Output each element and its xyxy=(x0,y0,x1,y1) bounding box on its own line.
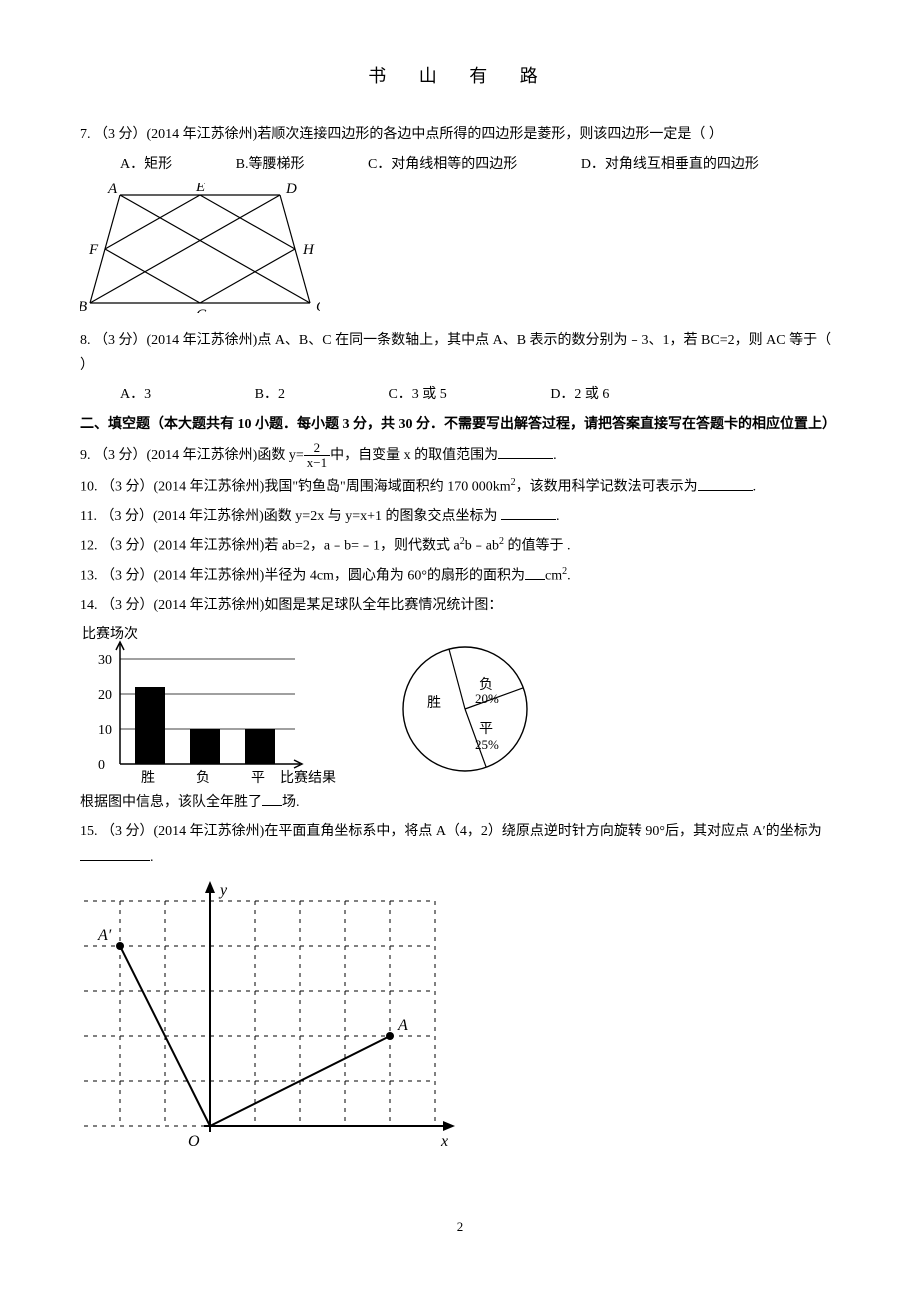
svg-text:F: F xyxy=(88,242,99,258)
q14-charts: 比赛场次0102030胜负平比赛结果 胜负20%平25% xyxy=(80,624,840,784)
question-15: 15. （3 分）(2014 年江苏徐州)在平面直角坐标系中，将点 A（4，2）… xyxy=(80,819,840,869)
question-13: 13. （3 分）(2014 年江苏徐州)半径为 4cm，圆心角为 60°的扇形… xyxy=(80,563,840,589)
q8-opt-c: C．3 或 5 xyxy=(388,382,446,407)
svg-text:胜: 胜 xyxy=(427,695,441,711)
svg-text:y: y xyxy=(218,882,228,899)
q8-opt-b: B．2 xyxy=(255,382,285,407)
svg-text:D: D xyxy=(285,183,297,197)
svg-text:A: A xyxy=(107,183,118,197)
q10-blank xyxy=(698,476,753,491)
q13-p1: 13. （3 分）(2014 年江苏徐州)半径为 4cm，圆心角为 60°的扇形… xyxy=(80,569,525,584)
svg-text:x: x xyxy=(440,1133,448,1150)
q11-p1: 11. （3 分）(2014 年江苏徐州)函数 y=2x 与 y=x+1 的图象… xyxy=(80,509,501,524)
svg-text:E: E xyxy=(195,183,205,195)
q9-den: x−1 xyxy=(304,456,330,470)
q11-p2: . xyxy=(556,509,560,524)
q8-opt-a: A．3 xyxy=(120,382,151,407)
question-7: 7. （3 分）(2014 年江苏徐州)若顺次连接四边形的各边中点所得的四边形是… xyxy=(80,122,840,147)
q13-p2: cm xyxy=(545,569,562,584)
svg-text:20%: 20% xyxy=(475,691,499,706)
question-10: 10. （3 分）(2014 年江苏徐州)我国"钓鱼岛"周围海域面积约 170 … xyxy=(80,474,840,500)
q14-blank xyxy=(262,791,282,806)
page-number: 2 xyxy=(80,1215,840,1238)
q7-opt-a: A．矩形 xyxy=(120,152,172,177)
q14-p3: 场. xyxy=(282,795,300,810)
svg-text:比赛结果: 比赛结果 xyxy=(280,770,336,784)
svg-text:B: B xyxy=(80,299,87,313)
q14-p1: 14. （3 分）(2014 年江苏徐州)如图是某足球队全年比赛情况统计图： xyxy=(80,598,502,613)
q15-p1: 15. （3 分）(2014 年江苏徐州)在平面直角坐标系中，将点 A（4，2）… xyxy=(80,824,822,839)
svg-text:30: 30 xyxy=(98,653,112,668)
svg-text:10: 10 xyxy=(98,723,112,738)
q15-blank xyxy=(80,846,150,861)
q15-p2: . xyxy=(150,850,154,865)
q13-blank xyxy=(525,565,545,580)
q13-p3: . xyxy=(567,569,571,584)
svg-text:H: H xyxy=(302,242,315,258)
page-header: 书 山 有 路 xyxy=(80,60,840,92)
q9-fraction: 2x−1 xyxy=(304,441,330,471)
q8-opt-d: D．2 或 6 xyxy=(550,382,609,407)
q12-p1: 12. （3 分）(2014 年江苏徐州)若 ab=2，a﹣b=﹣1，则代数式 … xyxy=(80,539,460,554)
svg-text:G: G xyxy=(196,307,207,313)
question-12: 12. （3 分）(2014 年江苏徐州)若 ab=2，a﹣b=﹣1，则代数式 … xyxy=(80,533,840,559)
q9-num: 2 xyxy=(304,441,330,456)
svg-text:O: O xyxy=(188,1133,200,1150)
svg-text:25%: 25% xyxy=(475,737,499,752)
question-14: 14. （3 分）(2014 年江苏徐州)如图是某足球队全年比赛情况统计图： xyxy=(80,593,840,618)
q9-blank xyxy=(498,444,553,459)
svg-text:平: 平 xyxy=(479,722,493,737)
question-14-tail: 根据图中信息，该队全年胜了 场. xyxy=(80,790,840,815)
q7-text: 7. （3 分）(2014 年江苏徐州)若顺次连接四边形的各边中点所得的四边形是… xyxy=(80,127,723,142)
q14-bar-chart: 比赛场次 0 10 20 30 胜 负 平 比赛结果 xyxy=(80,624,340,784)
q8-options: A．3 B．2 C．3 或 5 D．2 或 6 xyxy=(120,382,840,407)
q14-pie-chart: 胜负20%平25% xyxy=(380,624,550,784)
q15-diagram: A A′ Ox y xyxy=(80,876,840,1175)
q12-p2: b﹣ab xyxy=(465,539,499,554)
section-2-title: 二、填空题（本大题共有 10 小题．每小题 3 分，共 30 分．不需要写出解答… xyxy=(80,412,840,437)
svg-text:A′: A′ xyxy=(97,927,112,944)
svg-text:0: 0 xyxy=(98,758,105,773)
q9-p1: 9. （3 分）(2014 年江苏徐州)函数 y= xyxy=(80,448,304,463)
question-8: 8. （3 分）(2014 年江苏徐州)点 A、B、C 在同一条数轴上，其中点 … xyxy=(80,328,840,378)
q8-text: 8. （3 分）(2014 年江苏徐州)点 A、B、C 在同一条数轴上，其中点 … xyxy=(80,333,831,373)
q9-p3: . xyxy=(553,448,557,463)
q10-p3: . xyxy=(753,480,757,495)
svg-text:比赛场次: 比赛场次 xyxy=(82,626,138,642)
q12-p3: 的值等于 . xyxy=(504,539,571,554)
svg-text:20: 20 xyxy=(98,688,112,703)
q11-blank xyxy=(501,505,556,520)
q10-p2: ，该数用科学记数法可表示为 xyxy=(516,480,698,495)
svg-text:负: 负 xyxy=(196,770,210,784)
q7-options: A．矩形 B.等腰梯形 C．对角线相等的四边形 D．对角线互相垂直的四边形 xyxy=(120,152,840,177)
q9-p2: 中，自变量 x 的取值范围为 xyxy=(330,448,498,463)
q10-p1: 10. （3 分）(2014 年江苏徐州)我国"钓鱼岛"周围海域面积约 170 … xyxy=(80,480,511,495)
question-9: 9. （3 分）(2014 年江苏徐州)函数 y=2x−1中，自变量 x 的取值… xyxy=(80,441,840,471)
q14-p2: 根据图中信息，该队全年胜了 xyxy=(80,795,262,810)
svg-text:平: 平 xyxy=(251,771,265,784)
q7-opt-d: D．对角线互相垂直的四边形 xyxy=(581,152,759,177)
q7-opt-b: B.等腰梯形 xyxy=(236,152,305,177)
q7-opt-c: C．对角线相等的四边形 xyxy=(368,152,517,177)
svg-text:A: A xyxy=(397,1017,408,1034)
svg-text:胜: 胜 xyxy=(141,770,155,784)
question-11: 11. （3 分）(2014 年江苏徐州)函数 y=2x 与 y=x+1 的图象… xyxy=(80,504,840,529)
q7-diagram: A B C D E F G H xyxy=(80,183,840,322)
svg-text:C: C xyxy=(316,299,320,313)
